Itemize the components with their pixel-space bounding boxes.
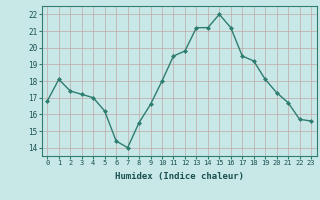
X-axis label: Humidex (Indice chaleur): Humidex (Indice chaleur) xyxy=(115,172,244,181)
